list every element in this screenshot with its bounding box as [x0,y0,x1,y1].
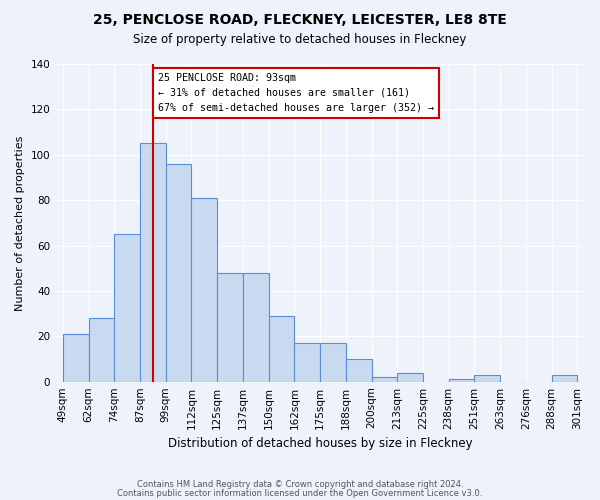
Bar [475,375,500,382]
Bar [166,164,191,382]
Bar [371,377,397,382]
Bar [115,234,140,382]
Bar [243,273,269,382]
Bar [63,334,89,382]
Bar [140,144,166,382]
Text: Contains HM Land Registry data © Crown copyright and database right 2024.: Contains HM Land Registry data © Crown c… [137,480,463,489]
Bar [449,380,475,382]
Bar [551,375,577,382]
X-axis label: Distribution of detached houses by size in Fleckney: Distribution of detached houses by size … [168,437,472,450]
Text: 25, PENCLOSE ROAD, FLECKNEY, LEICESTER, LE8 8TE: 25, PENCLOSE ROAD, FLECKNEY, LEICESTER, … [93,12,507,26]
Bar [89,318,115,382]
Bar [217,273,243,382]
Text: Contains public sector information licensed under the Open Government Licence v3: Contains public sector information licen… [118,488,482,498]
Bar [191,198,217,382]
Text: Size of property relative to detached houses in Fleckney: Size of property relative to detached ho… [133,32,467,46]
Text: 25 PENCLOSE ROAD: 93sqm
← 31% of detached houses are smaller (161)
67% of semi-d: 25 PENCLOSE ROAD: 93sqm ← 31% of detache… [158,73,434,112]
Bar [295,343,320,382]
Bar [397,372,423,382]
Y-axis label: Number of detached properties: Number of detached properties [15,135,25,310]
Bar [320,343,346,382]
Bar [269,316,295,382]
Bar [346,359,371,382]
